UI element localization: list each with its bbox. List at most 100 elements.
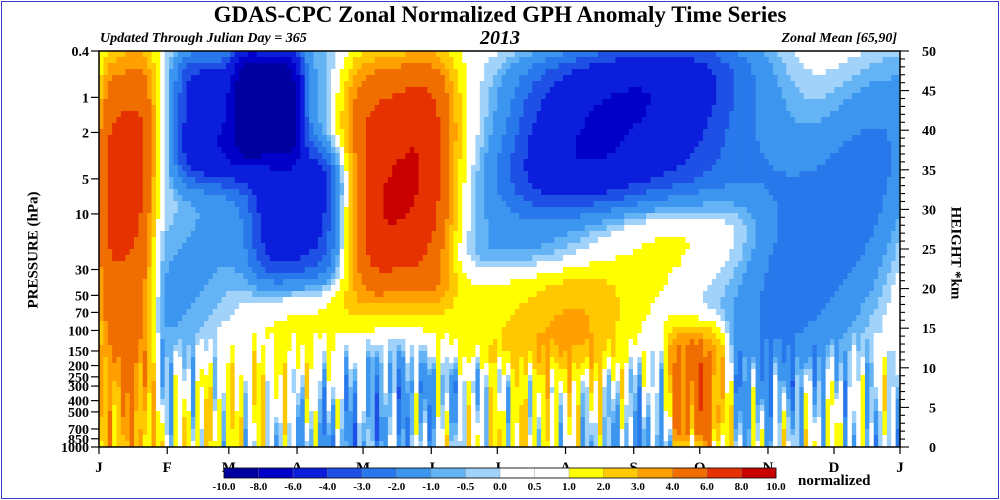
heatmap-cell (291, 141, 297, 148)
heatmap-cell (501, 75, 507, 82)
heatmap-cell (164, 135, 170, 142)
heatmap-cell (173, 123, 179, 130)
heatmap-cell (177, 99, 183, 106)
heatmap-cell (510, 81, 516, 88)
heatmap-cell (492, 75, 498, 82)
heatmap-cell (190, 171, 196, 178)
heatmap-cell (611, 165, 617, 172)
heatmap-cell (628, 51, 634, 58)
heatmap-cell (190, 207, 196, 214)
heatmap-cell (409, 99, 415, 106)
heatmap-cell (812, 75, 818, 82)
heatmap-cell (466, 141, 472, 148)
heatmap-cell (786, 105, 792, 112)
heatmap-cell (436, 105, 442, 112)
heatmap-cell (646, 153, 652, 160)
heatmap-cell (383, 141, 389, 148)
heatmap-cell (571, 147, 577, 154)
heatmap-cell (895, 69, 900, 76)
heatmap-cell (287, 195, 293, 202)
heatmap-cell (225, 135, 231, 142)
heatmap-cell (475, 87, 481, 94)
heatmap-cell (562, 201, 568, 208)
heatmap-cell (392, 81, 398, 88)
heatmap-cell (759, 177, 765, 184)
heatmap-cell (370, 99, 376, 106)
heatmap-cell (99, 57, 104, 64)
heatmap-cell (418, 51, 424, 58)
heatmap-cell (348, 129, 354, 136)
heatmap-cell (212, 57, 218, 64)
heatmap-cell (427, 201, 433, 208)
heatmap-cell (685, 75, 691, 82)
heatmap-cell (217, 69, 223, 76)
heatmap-cell (344, 81, 350, 88)
heatmap-cell (878, 153, 884, 160)
heatmap-cell (112, 189, 118, 196)
heatmap-cell (449, 189, 455, 196)
heatmap-cell (812, 87, 818, 94)
heatmap-cell (484, 93, 490, 100)
heatmap-cell (230, 81, 236, 88)
heatmap-cell (777, 69, 783, 76)
heatmap-cell (282, 63, 288, 70)
heatmap-cell (239, 147, 245, 154)
heatmap-cell (313, 129, 319, 136)
heatmap-cell (173, 201, 179, 208)
heatmap-cell (212, 171, 218, 178)
heatmap-cell (466, 75, 472, 82)
heatmap-cell (676, 159, 682, 166)
heatmap-cell (444, 183, 450, 190)
heatmap-cell (479, 183, 485, 190)
heatmap-cell (291, 75, 297, 82)
heatmap-cell (878, 207, 884, 214)
heatmap-cell (125, 51, 131, 58)
heatmap-cell (790, 165, 796, 172)
heatmap-cell (234, 117, 240, 124)
heatmap-cell (234, 57, 240, 64)
heatmap-cell (825, 87, 831, 94)
heatmap-cell (742, 159, 748, 166)
heatmap-cell (864, 93, 870, 100)
heatmap-cell (247, 51, 253, 58)
heatmap-cell (606, 183, 612, 190)
heatmap-cell (379, 69, 385, 76)
heatmap-cell (204, 207, 210, 214)
heatmap-cell (847, 207, 853, 214)
heatmap-cell (436, 93, 442, 100)
heatmap-cell (668, 207, 673, 214)
heatmap-cell (466, 183, 472, 190)
heatmap-cell (803, 195, 809, 202)
heatmap-cell (129, 69, 135, 76)
heatmap-cell (269, 201, 275, 208)
heatmap-cell (357, 177, 363, 184)
heatmap-cell (471, 57, 477, 64)
heatmap-cell (107, 75, 113, 82)
heatmap-cell (484, 177, 490, 184)
heatmap-cell (659, 51, 665, 58)
heatmap-cell (895, 165, 900, 172)
heatmap-cell (777, 201, 783, 208)
heatmap-cell (374, 117, 380, 124)
heatmap-cell (239, 177, 245, 184)
heatmap-cell (313, 189, 319, 196)
heatmap-cell (777, 81, 783, 88)
heatmap-cell (457, 123, 463, 130)
heatmap-cell (361, 93, 367, 100)
heatmap-cell (558, 111, 564, 118)
heatmap-cell (107, 99, 113, 106)
heatmap-cell (510, 99, 516, 106)
heatmap-cell (300, 105, 306, 112)
heatmap-cell (322, 123, 328, 130)
heatmap-cell (641, 153, 647, 160)
heatmap-cell (672, 129, 678, 136)
heatmap-cell (405, 207, 411, 214)
heatmap-cell (282, 147, 288, 154)
heatmap-cell (436, 159, 442, 166)
heatmap-cell (536, 69, 542, 76)
heatmap-cell (742, 141, 748, 148)
heatmap-cell (217, 81, 223, 88)
heatmap-cell (580, 201, 586, 208)
heatmap-cell (786, 165, 792, 172)
heatmap-cell (821, 165, 827, 172)
